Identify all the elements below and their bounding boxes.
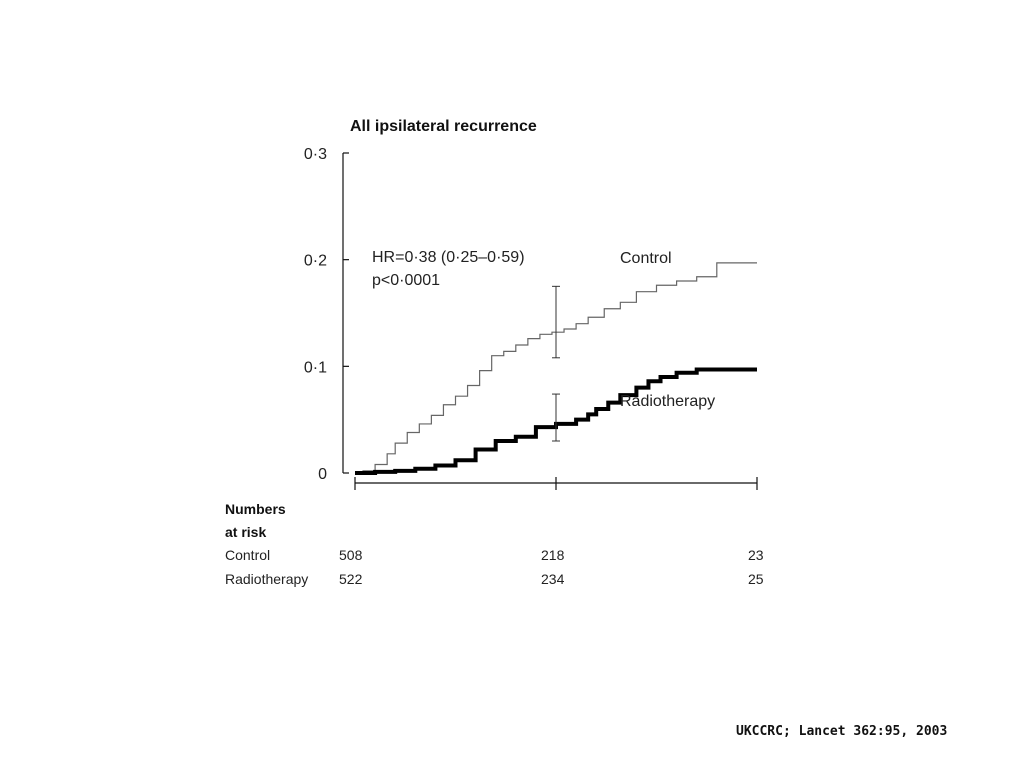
risk-value-radiotherapy-2: 25 [748, 571, 764, 587]
risk-value-radiotherapy-0: 522 [339, 571, 363, 587]
error-bar-radiotherapy [552, 393, 560, 442]
risk-value-control-2: 23 [748, 547, 764, 563]
risk-value-control-1: 218 [541, 547, 565, 563]
hazard-ratio-label: HR=0·38 (0·25–0·59) [372, 249, 525, 266]
chart-title: All ipsilateral recurrence [350, 118, 537, 135]
y-tick-label-2: 0·2 [304, 253, 327, 270]
y-tick-labels: 0 0·1 0·2 0·3 [304, 146, 327, 483]
y-tick-label-0: 0 [318, 466, 327, 483]
error-bars [552, 285, 560, 442]
series-line-control [355, 262, 757, 474]
risk-heading-line1: Numbers [225, 501, 286, 517]
risk-row-label-control: Control [225, 547, 270, 563]
risk-heading-line2: at risk [225, 524, 266, 540]
series-layer [355, 262, 757, 475]
chart-axes [342, 152, 758, 490]
risk-row-label-radiotherapy: Radiotherapy [225, 571, 308, 587]
control-series-label: Control [620, 250, 672, 267]
risk-value-radiotherapy-1: 234 [541, 571, 565, 587]
y-tick-label-1: 0·1 [304, 359, 327, 376]
radiotherapy-series-label: Radiotherapy [620, 393, 715, 410]
series-line-radiotherapy [355, 367, 757, 475]
citation: UKCCRC; Lancet 362:95, 2003 [736, 724, 948, 739]
p-value-label: p<0·0001 [372, 272, 440, 289]
risk-value-control-0: 508 [339, 547, 363, 563]
y-tick-label-3: 0·3 [304, 146, 327, 163]
numbers-at-risk-table: Numbers at risk Control 508 218 23 Radio… [225, 501, 764, 587]
error-bar-control [552, 285, 560, 359]
